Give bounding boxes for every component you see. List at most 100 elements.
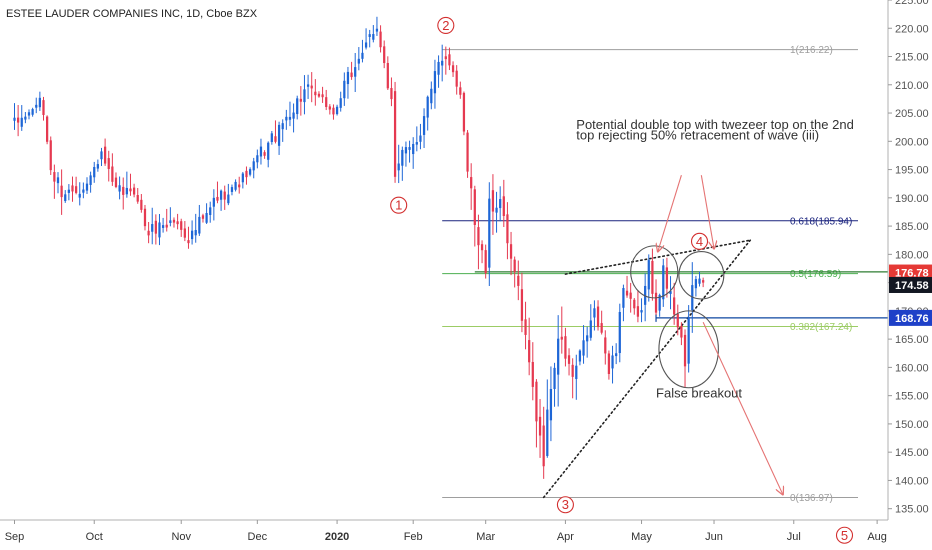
candle-body [256,155,259,163]
candle-body [640,310,643,313]
y-tick-label: 210.00 [895,80,929,92]
candle-body [618,312,621,354]
candle-body [538,416,542,436]
candle-body [419,135,422,142]
candle-body [183,228,186,238]
wave-label-circle [835,526,854,544]
candle-body [346,71,350,85]
candle-body [415,142,418,145]
candle-body [118,185,121,192]
chart-title: ESTEE LAUDER COMPANIES INC, 1D, Cboe BZX [6,8,258,20]
x-tick-label: 2020 [325,531,349,543]
candle-body [586,335,589,342]
candle-body [71,185,74,192]
wave-label-circle [556,496,574,514]
candle-body [270,133,273,143]
price-tag-label: 174.58 [895,280,929,292]
candle-body [553,367,556,390]
candle-body [259,146,263,157]
candle-body [93,167,96,178]
fib-level-label: 0(136.97) [790,493,833,504]
candle-body [564,336,567,359]
candle-body [292,112,295,119]
candle-body [335,106,339,115]
candle-body [480,244,484,251]
price-tag [889,264,932,281]
candle-body [466,132,469,172]
candle-body [350,72,353,78]
candle-body [20,117,23,127]
candle-body [607,353,611,374]
candle-body [74,186,78,193]
candle-body [267,142,270,160]
candle-body [571,364,574,377]
y-tick-label: 195.00 [895,165,929,177]
candle-body [444,56,447,60]
candle-body [567,355,571,364]
candle-body [683,334,687,367]
x-tick-label: Oct [86,531,103,543]
candle-body [383,46,386,64]
candle-body [354,67,357,77]
candle-body [216,196,219,201]
candle-body [422,116,426,135]
price-tag [889,276,932,293]
candle-body [187,240,190,244]
candle-body [140,199,143,210]
candle-body [241,173,244,183]
price-tag-label: 168.76 [895,313,929,325]
wave-label-circle [390,196,408,214]
candle-body [408,147,411,150]
candle-body [125,187,128,195]
candle-body [205,212,208,223]
candle-body [593,308,596,318]
candle-body [56,177,60,184]
candle-body [219,190,223,200]
annotation-arrow [658,175,682,251]
candle-body [495,207,498,213]
candle-body [673,297,676,315]
candle-body [248,169,252,175]
y-tick-label: 215.00 [895,52,929,64]
candle-body [535,381,538,422]
candle-body [82,189,85,193]
candle-body [223,191,226,200]
candle-body [325,97,328,107]
candle-body [694,279,698,289]
x-tick-label: Jun [705,531,723,543]
candle-body [546,409,549,456]
candle-body [198,216,201,234]
wave-label: 5 [841,528,848,543]
candle-body [582,340,585,356]
candle-body [64,194,67,201]
candle-body [404,147,408,154]
candle-body [314,91,317,96]
candle-body [303,89,306,103]
candle-body [209,207,212,215]
x-tick-label: Apr [557,531,574,543]
x-tick-label: Nov [171,531,191,543]
candle-body [332,107,335,115]
candle-body [16,117,20,123]
candle-body [165,224,168,228]
candle-body [633,299,636,309]
candle-body [45,116,49,142]
wave-label: 3 [562,497,569,512]
candle-body [158,222,161,238]
candle-body [85,183,89,191]
x-tick-label: Feb [404,531,423,543]
candle-body [658,294,661,311]
candle-body [288,116,292,120]
candle-body [502,196,505,216]
y-tick-label: 155.00 [895,391,929,403]
candle-body [277,124,281,146]
candle-body [194,230,197,236]
candle-body [238,184,241,188]
candle-body [629,292,632,299]
candle-body [274,136,277,142]
candle-body [386,62,389,89]
x-tick-label: Dec [248,531,268,543]
candle-body [103,146,107,164]
y-tick-label: 145.00 [895,447,929,459]
